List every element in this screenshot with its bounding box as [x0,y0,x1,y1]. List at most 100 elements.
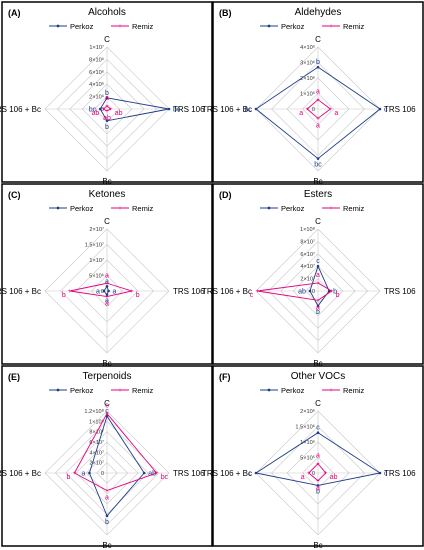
data-point-remiz: + [255,289,259,295]
legend-marker-perkoz [267,206,271,210]
data-point-remiz: + [105,489,109,495]
axis-label-bc: Bc [313,177,322,186]
data-point-remiz: + [105,109,109,115]
legend-marker-remiz: + [329,24,333,30]
legend-marker-remiz: + [118,388,122,394]
significance-letter: c [316,425,320,432]
tick-label: 0 [312,107,315,113]
tick-label: 0 [312,289,315,295]
significance-letter: a [105,298,109,305]
axis-label-c: C [315,399,321,408]
data-point-perkoz [308,289,312,293]
data-point-perkoz [105,285,109,288]
tick-label: 6×10⁷ [89,439,104,446]
tick-label: 0 [101,107,104,113]
legend-label-remiz: Remiz [343,386,365,395]
axis-label-c: C [104,35,110,44]
data-point-perkoz [105,514,109,518]
axis-label-trs106: TRS 106 [384,105,416,114]
data-point-perkoz [105,119,109,123]
tick-label: 5×10⁵ [300,455,315,462]
axis-label-trs106-bc: TRS 106 + Bc [0,287,41,296]
panel-label: (A) [8,8,21,18]
significance-letter: b [105,124,109,131]
panel-title: Esters [304,189,332,200]
legend-label-perkoz: Perkoz [281,22,305,31]
series-polygon-remiz [257,282,333,301]
panel-title: Other VOCs [291,371,345,382]
significance-letter: a [105,495,109,502]
axis-label-bc: Bc [313,359,322,368]
data-point-remiz: + [105,295,109,301]
data-point-remiz: + [307,471,311,477]
panel-label: (E) [8,372,20,382]
significance-letter: bc [161,474,169,481]
axis-label-trs106: TRS 106 [384,469,416,478]
data-point-perkoz [102,289,106,293]
significance-letter: a [96,289,100,296]
panel-title: Alcohols [88,7,126,18]
significance-letter: a [105,272,109,279]
data-point-perkoz [316,484,320,487]
significance-letter: b [316,309,320,316]
tick-label: 1.5×10⁷ [85,242,104,249]
data-point-perkoz [88,471,91,475]
legend-marker-perkoz [267,24,271,28]
legend-marker-perkoz [56,388,60,392]
tick-label: 6×10⁷ [300,251,315,258]
axis-label-c: C [315,35,321,44]
significance-letter: c [250,292,254,299]
chart-panel-6: (F) Other VOCs Perkoz + Remiz 2×10⁶ 1.5×10⁶ 1×1… [202,365,424,550]
legend-marker-perkoz [267,388,271,392]
data-point-remiz: + [329,107,333,113]
tick-label: 2×10⁷ [89,226,104,233]
tick-label: 2×10⁷ [300,276,315,283]
panel-title: Aldehydes [295,7,342,18]
significance-letter: c [105,403,109,410]
data-point-perkoz [316,264,320,268]
significance-letter: ab [115,110,123,117]
axis-label-c: C [104,217,110,226]
tick-label: 2×10⁷ [89,460,104,467]
significance-letter: c [105,408,109,415]
significance-letter: b [316,488,320,495]
significance-letter: a [105,301,109,308]
panel-title: Ketones [89,189,126,200]
data-point-remiz: + [305,107,309,113]
legend-label-remiz: Remiz [343,22,365,31]
tick-label: 1×10⁶ [300,439,315,446]
axis-label-bc: Bc [102,541,111,550]
significance-letter: ab [330,474,338,481]
data-point-perkoz [142,471,146,475]
legend-label-perkoz: Perkoz [281,386,305,395]
significance-letter: ab [298,289,306,296]
significance-letter: a [316,122,320,129]
data-point-remiz: + [316,298,320,304]
axis-label-trs106: TRS 106 [384,287,416,296]
significance-letter: a [105,95,109,102]
axis-label-bc: Bc [313,541,322,550]
tick-label: 4×10⁶ [89,81,104,88]
chart-panel-4: (D) Esters Perkoz + Remiz 1×10⁸ 8×10⁷ 6×10⁷ 4×10… [202,183,424,368]
data-point-remiz: + [130,289,134,295]
panel-label: (C) [8,190,21,200]
axis-label-trs106: TRS 106 [173,287,205,296]
tick-label: 2×10⁶ [300,408,315,415]
chart-panel-3: (C) Ketones Perkoz + Remiz 2×10⁷ 1.5×10⁷ 1×10⁷ 5… [0,183,213,368]
axis-label-trs106-bc: TRS 106 + Bc [202,287,252,296]
significance-letter: a [316,89,320,96]
data-point-remiz: + [102,107,106,113]
panel-label: (F) [219,372,231,382]
data-point-perkoz [316,157,320,160]
tick-label: 1×10⁷ [89,44,104,51]
data-point-remiz: + [105,281,109,287]
data-point-remiz: + [330,289,334,295]
significance-letter: bc [89,107,97,114]
significance-letter: a [301,474,305,481]
legend-label-remiz: Remiz [132,22,154,31]
significance-letter: a [316,272,320,279]
series-polygon-remiz [69,282,134,298]
legend-label-perkoz: Perkoz [70,386,94,395]
